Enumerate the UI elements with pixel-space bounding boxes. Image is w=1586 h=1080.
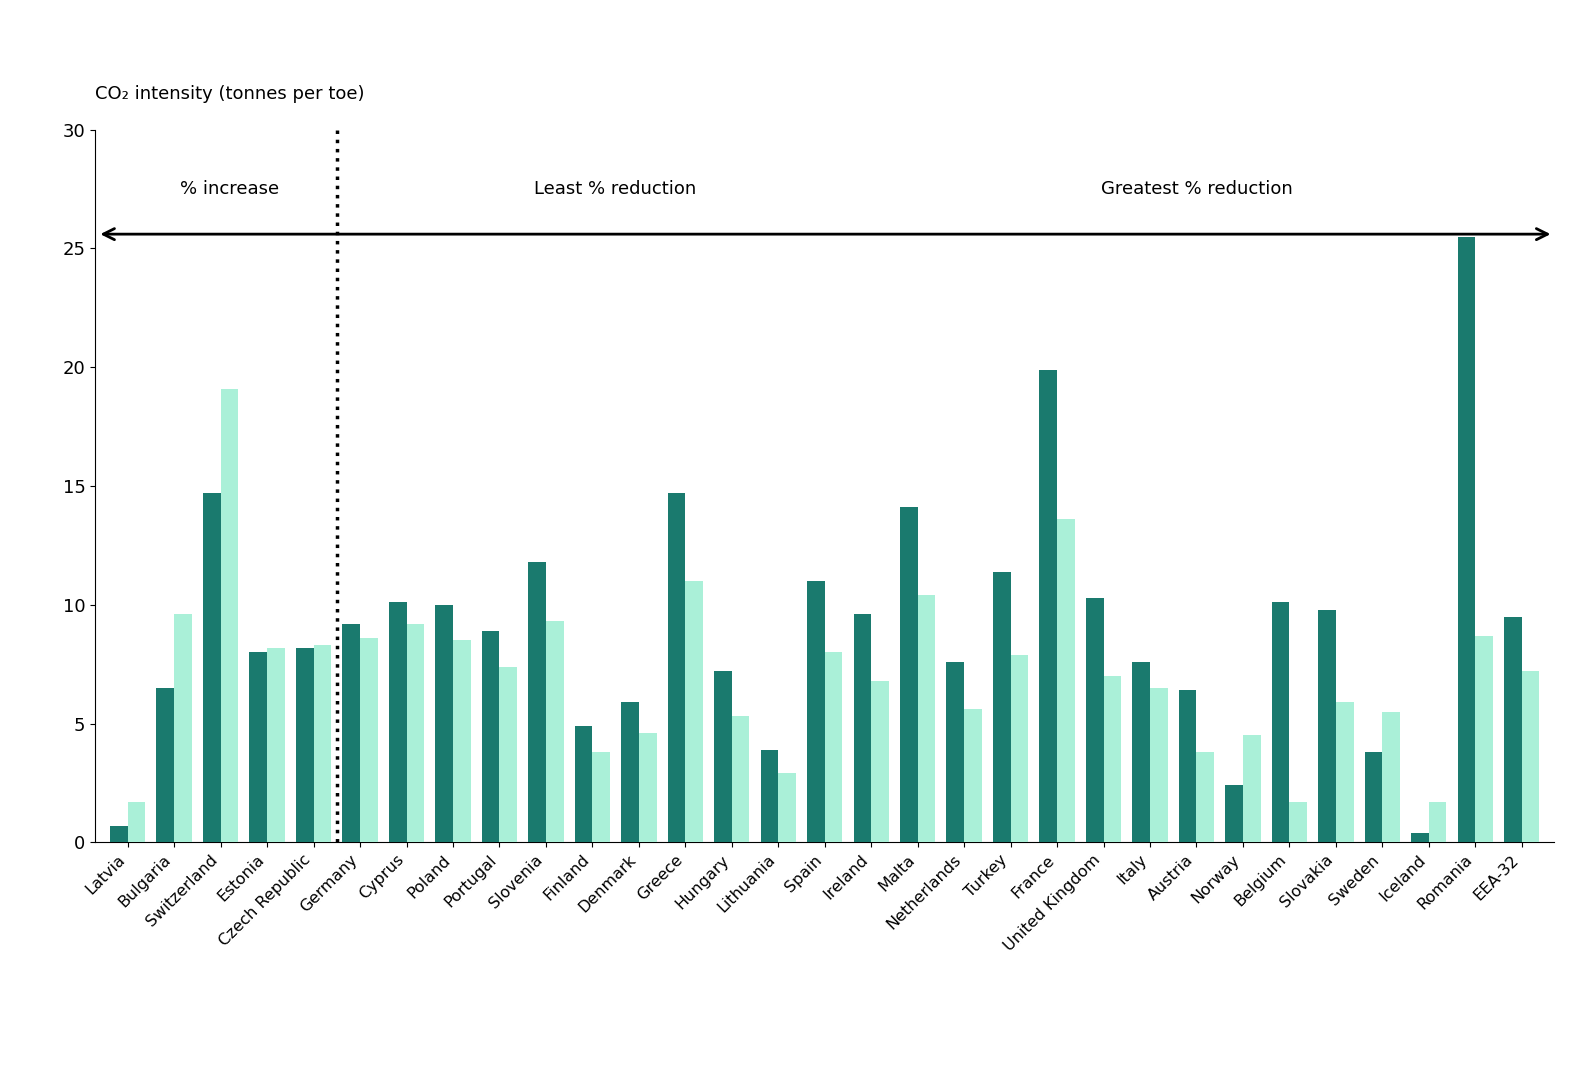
Bar xyxy=(853,615,871,842)
Bar xyxy=(593,752,611,842)
Bar xyxy=(314,645,331,842)
Bar xyxy=(500,666,517,842)
Bar xyxy=(964,710,982,842)
Bar xyxy=(1335,702,1353,842)
Bar xyxy=(1504,617,1521,842)
Bar xyxy=(1521,672,1540,842)
Bar xyxy=(761,750,779,842)
Bar xyxy=(1104,676,1121,842)
Bar xyxy=(1243,735,1261,842)
Bar xyxy=(109,826,128,842)
Bar xyxy=(174,615,192,842)
Bar xyxy=(266,648,285,842)
Bar xyxy=(1272,603,1289,842)
Bar xyxy=(406,624,423,842)
Bar xyxy=(918,595,936,842)
Bar xyxy=(1429,802,1446,842)
Bar xyxy=(1226,785,1243,842)
Bar xyxy=(1150,688,1167,842)
Bar xyxy=(528,562,546,842)
Bar xyxy=(1412,833,1429,842)
Bar xyxy=(1010,654,1028,842)
Bar xyxy=(1364,752,1383,842)
Text: CO₂ intensity (tonnes per toe): CO₂ intensity (tonnes per toe) xyxy=(95,84,365,103)
Bar xyxy=(1196,752,1215,842)
Bar xyxy=(1475,636,1492,842)
Bar xyxy=(779,773,796,842)
Bar xyxy=(1318,609,1335,842)
Bar xyxy=(546,621,563,842)
Bar xyxy=(249,652,266,842)
Bar xyxy=(807,581,825,842)
Text: Greatest % reduction: Greatest % reduction xyxy=(1101,180,1293,198)
Bar xyxy=(1132,662,1150,842)
Bar xyxy=(871,680,888,842)
Bar xyxy=(731,716,750,842)
Bar xyxy=(482,631,500,842)
Bar xyxy=(685,581,703,842)
Bar xyxy=(128,802,146,842)
Bar xyxy=(454,640,471,842)
Bar xyxy=(1458,237,1475,842)
Bar xyxy=(435,605,454,842)
Bar xyxy=(899,508,918,842)
Bar xyxy=(343,624,360,842)
Bar xyxy=(639,733,657,842)
Bar xyxy=(389,603,406,842)
Bar xyxy=(1289,802,1307,842)
Bar xyxy=(668,494,685,842)
Bar xyxy=(714,672,731,842)
Bar xyxy=(1039,369,1056,842)
Bar xyxy=(297,648,314,842)
Text: % increase: % increase xyxy=(181,180,279,198)
Bar xyxy=(1383,712,1400,842)
Bar xyxy=(993,571,1010,842)
Bar xyxy=(203,494,220,842)
Bar xyxy=(1086,597,1104,842)
Bar xyxy=(360,638,377,842)
Bar xyxy=(574,726,593,842)
Bar xyxy=(622,702,639,842)
Bar xyxy=(1178,690,1196,842)
Bar xyxy=(157,688,174,842)
Bar xyxy=(947,662,964,842)
Bar xyxy=(1056,519,1075,842)
Bar xyxy=(220,389,238,842)
Bar xyxy=(825,652,842,842)
Text: Least % reduction: Least % reduction xyxy=(534,180,696,198)
